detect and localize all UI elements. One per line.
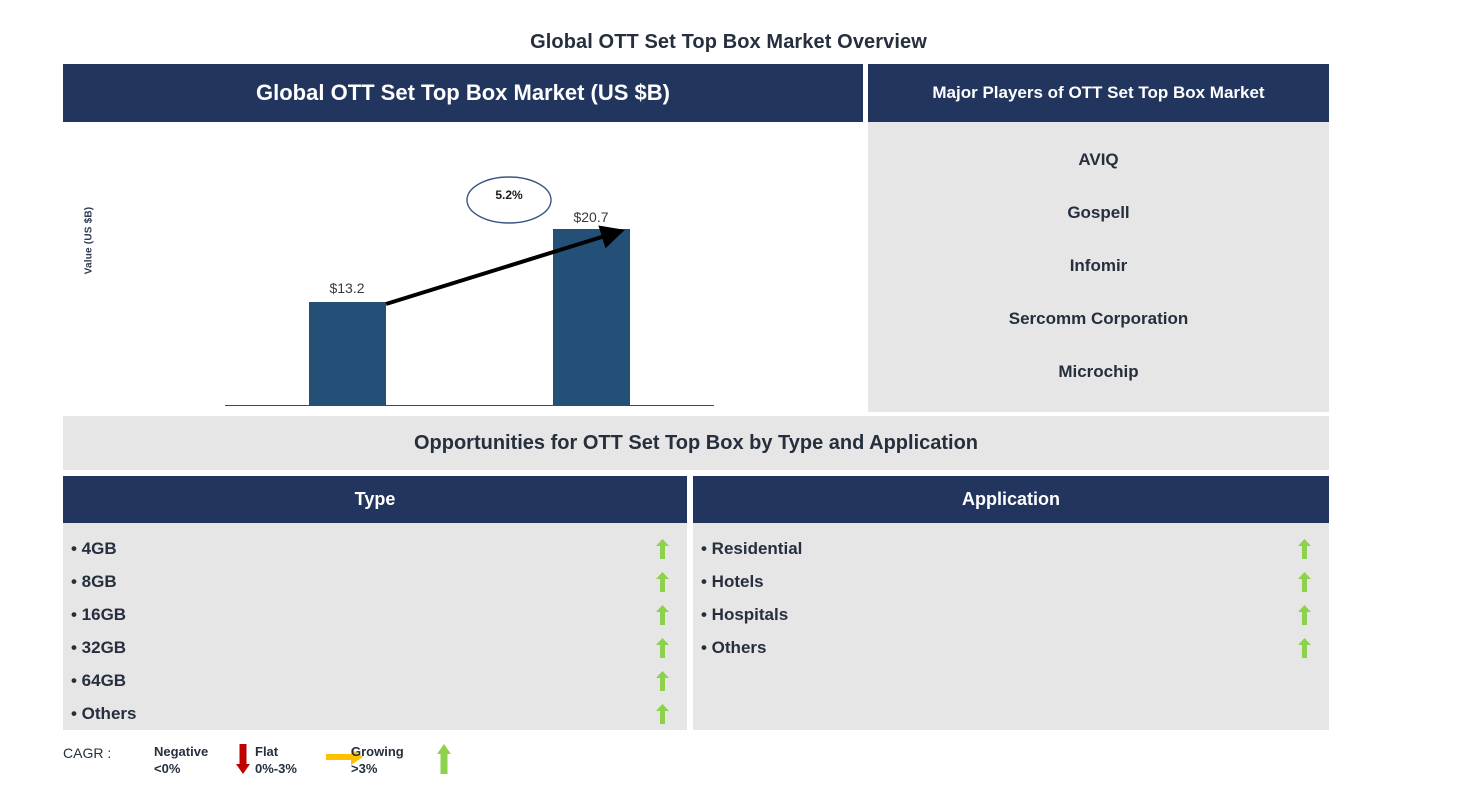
players-panel-header: Major Players of OTT Set Top Box Market [868, 64, 1329, 122]
opportunities-title: Opportunities for OTT Set Top Box by Typ… [413, 431, 979, 454]
bar-value-2026: $13.2 [329, 280, 365, 296]
application-list: • Residential • Hotels • Hospitals • Oth… [693, 523, 1329, 730]
legend-growing: Growing >3% [351, 743, 404, 777]
legend-growing-range: >3% [351, 761, 378, 776]
x-axis-line [225, 405, 714, 406]
legend-negative-range: <0% [154, 761, 181, 776]
legend-negative: Negative <0% [154, 743, 208, 777]
cagr-legend: CAGR : Negative <0% Flat 0%-3% Growing >… [63, 741, 663, 785]
players-list: AVIQ Gospell Infomir Sercomm Corporation… [868, 122, 1329, 412]
list-item: • Hotels [693, 565, 1329, 598]
list-item: Gospell [1067, 203, 1130, 223]
type-item-label: • 32GB [71, 637, 127, 657]
legend-flat: Flat 0%-3% [255, 743, 297, 777]
cagr-legend-title: CAGR : [63, 745, 112, 761]
application-panel-header: Application [693, 476, 1329, 523]
growing-arrow-icon [437, 744, 451, 774]
flat-arrow-icon [326, 749, 363, 765]
type-list: • 4GB • 8GB • 16GB • 32GB • 64GB • Other… [63, 523, 687, 730]
type-item-label: • 64GB [71, 670, 127, 690]
application-item-label: • Hotels [701, 571, 764, 591]
bar-value-2035: $20.7 [573, 209, 609, 225]
legend-negative-label: Negative [154, 744, 209, 759]
list-item: • Others [693, 631, 1329, 664]
list-item: • 64GB [63, 664, 687, 697]
list-item: • 32GB [63, 631, 687, 664]
growing-arrow-icon [1298, 571, 1311, 592]
list-item: AVIQ [1078, 150, 1119, 170]
type-panel: Type • 4GB • 8GB • 16GB • 32GB • 64GB • … [63, 476, 687, 730]
list-item: • Residential [693, 532, 1329, 565]
opportunities-band: Opportunities for OTT Set Top Box by Typ… [63, 416, 1329, 470]
page-title: Global OTT Set Top Box Market Overview [530, 31, 927, 53]
bar-2035 [553, 229, 630, 405]
list-item: • 8GB [63, 565, 687, 598]
growing-arrow-icon [1298, 604, 1311, 625]
major-players-panel: Major Players of OTT Set Top Box Market … [868, 64, 1329, 412]
cagr-value-label: 5.2% [495, 188, 523, 202]
list-item: Sercomm Corporation [1008, 308, 1189, 328]
list-item: Infomir [1069, 255, 1128, 275]
legend-growing-label: Growing [351, 744, 404, 759]
negative-arrow-icon [236, 744, 250, 774]
growing-arrow-icon [656, 571, 669, 592]
market-panel-body: Value (US $B) $13.2 $20.7 2026 2035 5.2%… [63, 122, 863, 461]
application-item-label: • Hospitals [701, 604, 789, 624]
growing-arrow-icon [656, 604, 669, 625]
cagr-arrow-annotation [385, 176, 625, 306]
list-item: • 4GB [63, 532, 687, 565]
type-item-label: • 16GB [71, 604, 127, 624]
list-item: Microchip [1058, 361, 1139, 381]
application-item-label: • Others [701, 637, 767, 657]
market-panel-header: Global OTT Set Top Box Market (US $B) [63, 64, 863, 122]
legend-flat-range: 0%-3% [255, 761, 297, 776]
growing-arrow-icon [1298, 637, 1311, 658]
growing-arrow-icon [656, 637, 669, 658]
type-item-label: • Others [71, 703, 137, 723]
list-item: • Others [63, 697, 687, 730]
list-item: • Hospitals [693, 598, 1329, 631]
market-chart-panel: Global OTT Set Top Box Market (US $B) Va… [63, 64, 863, 461]
type-item-label: • 4GB [71, 538, 117, 558]
bar-chart: Value (US $B) $13.2 $20.7 2026 2035 5.2% [63, 122, 863, 428]
growing-arrow-icon [1298, 538, 1311, 559]
application-panel: Application • Residential • Hotels • Hos… [693, 476, 1329, 730]
legend-flat-label: Flat [255, 744, 279, 759]
growing-arrow-icon [656, 703, 669, 724]
type-panel-header: Type [63, 476, 687, 523]
growing-arrow-icon [656, 670, 669, 691]
bar-2026 [309, 302, 386, 405]
application-item-label: • Residential [701, 538, 803, 558]
growing-arrow-icon [656, 538, 669, 559]
type-item-label: • 8GB [71, 571, 117, 591]
list-item: • 16GB [63, 598, 687, 631]
